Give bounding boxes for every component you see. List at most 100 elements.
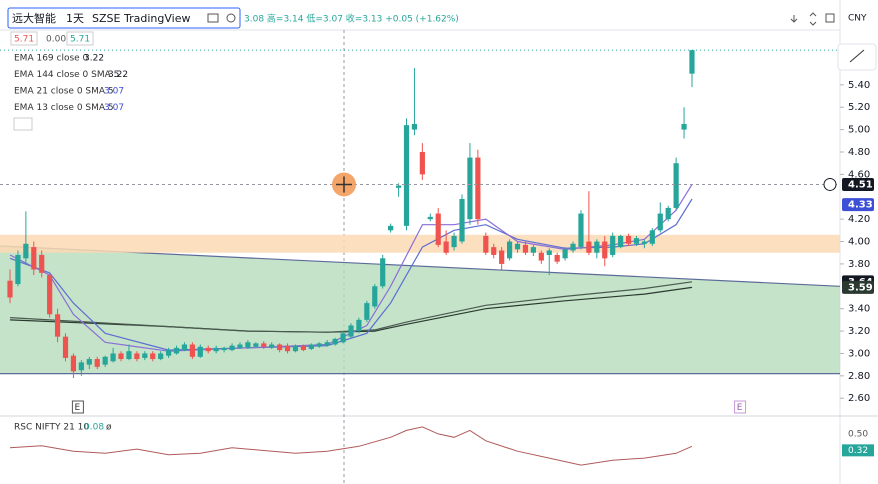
more-icon[interactable]	[226, 13, 236, 23]
interval[interactable]: 1天	[66, 12, 84, 25]
indicator-level-label: 0.32	[848, 446, 868, 456]
price-label-box	[842, 198, 874, 212]
candle-body	[269, 344, 275, 348]
y-tick-label: 5.20	[848, 102, 870, 113]
indicator-name: RSC NIFTY 21 10	[14, 423, 89, 433]
candle-body	[332, 338, 338, 345]
candle-body	[284, 345, 291, 352]
price-label: 4.33	[848, 200, 873, 211]
event-label: E	[737, 403, 743, 413]
maximize-icon[interactable]	[825, 13, 835, 23]
indicator-line	[9, 426, 693, 466]
draw-button[interactable]	[837, 43, 877, 71]
candle-body	[602, 241, 608, 259]
value-box	[66, 31, 94, 46]
candle-body	[70, 355, 77, 372]
candle-body	[213, 347, 219, 352]
candle-body	[625, 235, 632, 244]
plot-area	[0, 49, 840, 379]
candle-body	[395, 185, 402, 188]
crosshair-add[interactable]	[823, 177, 837, 191]
indicator-level-box	[842, 444, 874, 457]
price-label-box	[842, 280, 874, 294]
candle-body	[166, 350, 172, 356]
candle-body	[86, 359, 92, 365]
candle-body	[134, 353, 140, 360]
candle-body	[47, 275, 53, 315]
legend-name: EMA 169 close 0	[14, 54, 89, 64]
currency[interactable]: CNY	[848, 14, 867, 24]
candle-body	[451, 235, 457, 248]
legend-value: 3.22	[108, 70, 128, 80]
candle-body	[506, 241, 513, 259]
candle-body	[411, 124, 418, 130]
source: TradingView	[123, 12, 190, 25]
candle-body	[158, 353, 164, 360]
price-label: 3.59	[848, 282, 873, 293]
candle-body	[316, 343, 322, 347]
y-tick-label: 4.20	[848, 214, 870, 225]
legend-value: 3.07	[104, 87, 124, 97]
candle-body	[649, 230, 655, 244]
price-label-box	[842, 177, 874, 191]
candle-body	[594, 241, 600, 253]
band-zone	[0, 234, 840, 253]
candle-body	[403, 125, 410, 226]
download-icon[interactable]	[790, 15, 798, 23]
draw-icon	[849, 49, 865, 63]
y-tick-label: 3.00	[848, 348, 870, 359]
candle-body	[110, 353, 116, 362]
y-tick-label: 3.40	[848, 304, 870, 315]
candle-body	[300, 345, 307, 351]
price-label: 4.51	[848, 179, 873, 190]
legend-name: EMA 21 close 0 SMA 5	[14, 87, 114, 97]
candle-body	[308, 344, 314, 349]
y-tick-label: 4.00	[848, 237, 870, 248]
candle-body	[491, 247, 497, 255]
candle-body	[78, 362, 84, 371]
candle-body	[586, 241, 592, 253]
candle-body	[237, 344, 243, 348]
toolbar	[207, 12, 835, 26]
candle-body	[181, 344, 188, 351]
y-tick-label: 5.40	[848, 80, 870, 91]
y-tick-label: 5.00	[848, 125, 870, 136]
candle-body	[245, 342, 251, 348]
candle-body	[483, 235, 489, 253]
candle-body	[39, 254, 45, 273]
candle-body	[118, 353, 124, 360]
candle-body	[641, 241, 647, 244]
y-tick-label: 4.60	[848, 169, 870, 180]
legend-name: EMA 144 close 0 SMA 5	[14, 70, 119, 80]
candle-body	[102, 356, 108, 365]
event-box[interactable]	[734, 400, 747, 414]
candle-body	[618, 235, 624, 248]
ohlc: 3.08 高=3.14 低=3.07 收=3.13 +0.05 (+1.62%)	[244, 13, 459, 25]
event-box[interactable]	[71, 400, 84, 414]
candle-body	[435, 213, 441, 245]
ma-line	[9, 198, 693, 351]
candle-body	[277, 344, 283, 351]
candle-body	[197, 346, 203, 357]
top-value: 5.71	[14, 35, 34, 45]
symbol-box[interactable]	[7, 7, 241, 29]
candle-body	[205, 347, 211, 352]
candle-body	[554, 254, 560, 262]
collapse-legend[interactable]	[13, 117, 33, 131]
candle-body	[364, 303, 370, 320]
ma-line	[9, 281, 693, 333]
channel-zone	[0, 246, 840, 374]
legend-value: 3.22	[84, 54, 104, 64]
y-tick-label: 3.20	[848, 326, 870, 337]
candle-body	[356, 319, 362, 332]
candle-body	[126, 351, 132, 360]
candle-body	[538, 252, 544, 261]
indicator-level-label: 0.50	[848, 429, 868, 439]
collapse-icon[interactable]	[809, 12, 817, 26]
eye-icon[interactable]	[207, 13, 219, 23]
candle-body	[546, 250, 552, 255]
exchange: SZSE	[92, 12, 121, 25]
candle-body	[142, 353, 148, 358]
candle-body	[514, 243, 521, 250]
top-value: 5.71	[70, 35, 90, 45]
